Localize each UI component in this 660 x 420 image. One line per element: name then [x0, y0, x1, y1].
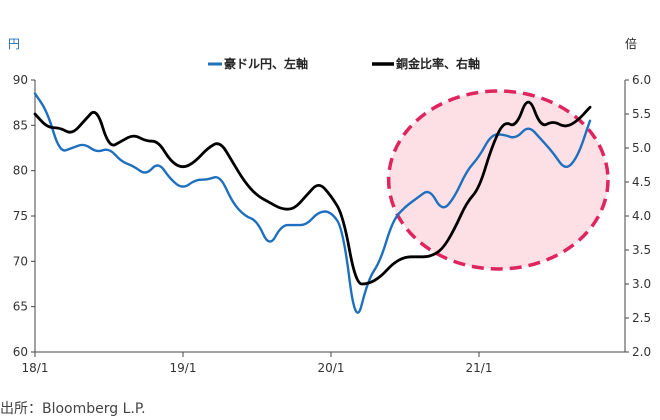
left-tick-label: 65: [13, 300, 28, 314]
right-tick-label: 2.0: [632, 345, 651, 359]
left-tick-label: 80: [13, 164, 28, 178]
left-tick-label: 60: [13, 345, 28, 359]
legend-label-copper-gold: 銅金比率、右軸: [395, 56, 480, 71]
right-tick-label: 5.5: [632, 107, 651, 121]
right-tick-label: 4.0: [632, 209, 651, 223]
highlight-layer: [386, 89, 610, 271]
legend: 豪ドル円、左軸 銅金比率、右軸: [208, 56, 480, 71]
left-tick-label: 90: [13, 73, 28, 87]
series-line-copper-gold: [33, 100, 592, 286]
source-note: 出所：Bloomberg L.P.: [0, 401, 146, 417]
right-axis-unit: 倍: [625, 36, 637, 51]
x-tick-label: 20/1: [318, 361, 345, 375]
right-tick-label: 3.0: [632, 277, 651, 291]
tick-labels: 60 65 70 75 80 85 90 2.0 2.5 3.0 3.5 4.0 4.5 5.0 5.5 6.…: [13, 73, 651, 375]
right-tick-label: 6.0: [632, 73, 651, 87]
legend-label-audjpy: 豪ドル円、左軸: [224, 56, 308, 71]
right-tick-label: 2.5: [632, 311, 651, 325]
left-tick-label: 75: [13, 209, 28, 223]
right-tick-label: 5.0: [632, 141, 651, 155]
x-tick-label: 21/1: [466, 361, 493, 375]
axes: [31, 79, 629, 357]
right-tick-label: 3.5: [632, 243, 651, 257]
x-tick-label: 19/1: [170, 361, 197, 375]
left-tick-label: 85: [13, 118, 28, 132]
x-tick-label: 18/1: [22, 361, 49, 375]
left-tick-label: 70: [13, 254, 28, 268]
right-tick-label: 4.5: [632, 175, 651, 189]
series-line-audjpy: [33, 92, 592, 314]
series-layer: [33, 92, 592, 314]
left-axis-unit: 円: [8, 37, 20, 51]
highlight-ellipse: [386, 89, 610, 271]
